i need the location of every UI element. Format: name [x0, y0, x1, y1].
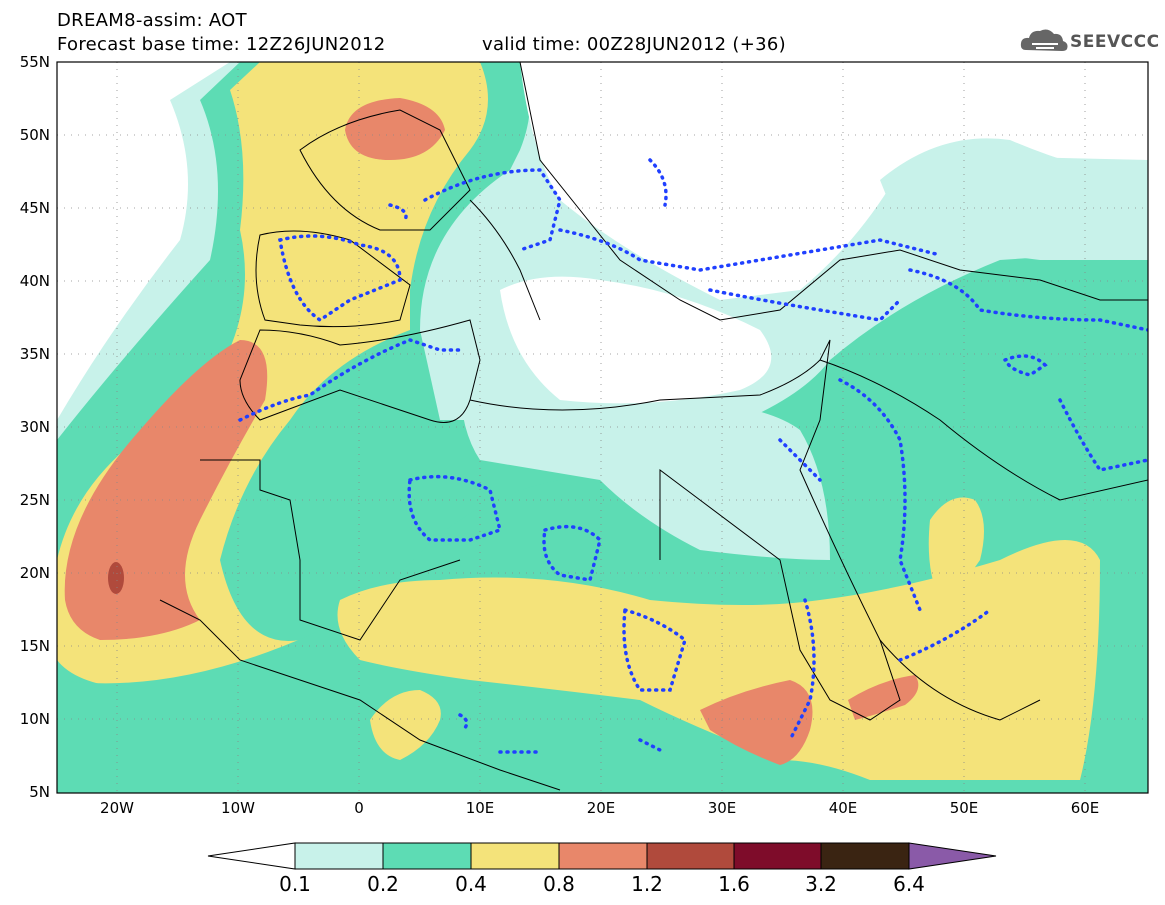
colorbar-swatch — [646, 842, 735, 870]
lat-tick-labels: 55N 50N 45N 40N 35N 30N 25N 20N 15N 10N … — [20, 53, 50, 801]
colorbar-label: 1.2 — [631, 872, 663, 896]
cloud-logo-icon — [1020, 29, 1068, 51]
lat-tick-label: 15N — [20, 637, 50, 655]
contour-0-1-caspian — [880, 138, 1148, 260]
lon-tick-label: 40E — [829, 799, 858, 817]
title-base-time: Forecast base time: 12Z26JUN2012 — [57, 34, 386, 55]
coastlines — [159, 62, 1148, 791]
lat-tick-label: 5N — [29, 783, 50, 801]
colorbar-label: 3.2 — [805, 872, 837, 896]
lon-tick-labels: 20W 10W 0 10E 20E 30E 40E 50E 60E — [100, 799, 1099, 817]
colorbar-swatch — [733, 842, 822, 870]
lat-tick-label: 55N — [20, 53, 50, 71]
colorbar-label: 6.4 — [893, 872, 925, 896]
colorbar-swatch — [820, 842, 910, 870]
lat-tick-label: 35N — [20, 345, 50, 363]
low-aot-europe — [520, 62, 1148, 300]
lat-tick-label: 25N — [20, 491, 50, 509]
colorbar-swatch — [470, 842, 560, 870]
colorbar-swatch — [294, 842, 384, 870]
title-product: DREAM8-assim: AOT — [57, 10, 247, 31]
dotted-contours — [238, 158, 1148, 754]
colorbar-label: 1.6 — [718, 872, 750, 896]
colorbar-label: 0.1 — [279, 872, 311, 896]
lon-tick-label: 50E — [950, 799, 979, 817]
lon-tick-label: 20W — [100, 799, 134, 817]
logo-text: SEEVCCC — [1070, 32, 1160, 52]
contour-0-8-yemen — [848, 675, 919, 720]
colorbar-high-arrow — [908, 842, 997, 870]
plot-frame — [56, 61, 1149, 794]
graticule — [57, 62, 1148, 793]
lat-tick-label: 30N — [20, 418, 50, 436]
aot-field — [57, 62, 1148, 793]
colorbar-swatch — [558, 842, 648, 870]
contour-0-8-sudan — [700, 680, 813, 765]
lon-tick-label: 60E — [1071, 799, 1100, 817]
lon-tick-label: 10W — [221, 799, 255, 817]
lon-tick-label: 30E — [708, 799, 737, 817]
contour-1-2-west — [108, 562, 124, 594]
lat-tick-label: 40N — [20, 272, 50, 290]
lon-tick-label: 10E — [466, 799, 495, 817]
colorbar-label: 0.8 — [543, 872, 575, 896]
lat-tick-label: 10N — [20, 710, 50, 728]
contour-0-8-north — [345, 98, 445, 160]
colorbar-label: 0.2 — [367, 872, 399, 896]
colorbar-low-arrow — [207, 842, 296, 870]
lat-tick-label: 20N — [20, 564, 50, 582]
colorbar-swatch — [382, 842, 472, 870]
colorbar-label: 0.4 — [455, 872, 487, 896]
contour-0-4-sahel — [337, 540, 1100, 780]
low-aot-med — [500, 276, 772, 404]
lat-tick-label: 45N — [20, 199, 50, 217]
colorbar — [207, 842, 997, 870]
lat-tick-label: 50N — [20, 126, 50, 144]
contour-0-4-arabia — [928, 497, 984, 600]
lon-tick-label: 20E — [587, 799, 616, 817]
contour-0-1-egypt — [460, 380, 830, 560]
contour-0-4-africa-west — [370, 690, 441, 760]
lon-tick-label: 0 — [354, 799, 364, 817]
title-valid-time: valid time: 00Z28JUN2012 (+36) — [482, 34, 786, 55]
